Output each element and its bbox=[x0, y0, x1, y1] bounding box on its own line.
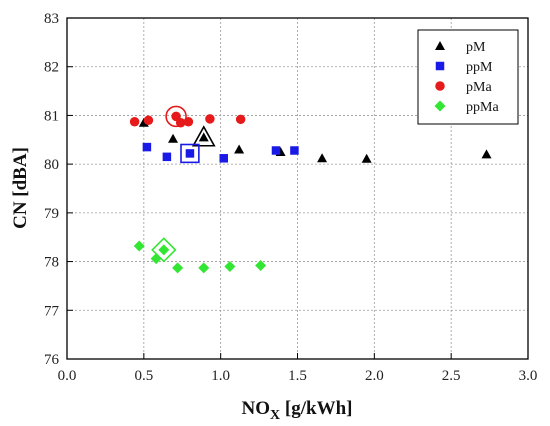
legend-marker-ppMa bbox=[434, 100, 446, 112]
y-axis-label: CN [dBA] bbox=[10, 147, 31, 229]
y-tick-label: 77 bbox=[44, 303, 60, 319]
x-axis-label: NOX [g/kWh] bbox=[242, 398, 353, 423]
data-points bbox=[129, 105, 492, 274]
data-point-ppM bbox=[142, 142, 152, 152]
data-point-ppM-highlight bbox=[185, 149, 195, 158]
x-tick-label: 2.0 bbox=[365, 368, 384, 384]
legend-box bbox=[417, 29, 519, 125]
highlight-outline bbox=[151, 237, 177, 263]
y-tick-label: 76 bbox=[44, 352, 60, 368]
data-point-pMa bbox=[205, 114, 215, 124]
x-tick-label: 0.5 bbox=[134, 368, 153, 384]
data-point-pM bbox=[481, 149, 492, 159]
data-point-ppMa bbox=[224, 260, 236, 272]
legend-marker-ppM bbox=[435, 61, 445, 71]
y-tick-label: 83 bbox=[44, 11, 59, 27]
highlight-outline bbox=[165, 105, 187, 128]
data-point-pMa bbox=[235, 114, 246, 125]
x-tick-label: 1.0 bbox=[211, 368, 230, 384]
y-tick-label: 80 bbox=[44, 157, 59, 173]
highlight-outline bbox=[180, 143, 200, 164]
legend-item-ppM: ppM bbox=[435, 60, 493, 75]
series-pMa bbox=[129, 105, 246, 128]
legend-item-pM: pM bbox=[435, 40, 486, 55]
legend-label: ppM bbox=[466, 60, 493, 75]
highlight-outline bbox=[191, 125, 216, 147]
legend: pM ppM pMa ppMa bbox=[417, 29, 519, 125]
data-point-pM bbox=[361, 153, 372, 163]
data-point-ppMa bbox=[133, 240, 145, 252]
legend-marker-pM bbox=[435, 41, 445, 50]
legend-label: ppMa bbox=[466, 100, 499, 115]
data-point-ppMa bbox=[255, 259, 267, 271]
data-point-ppM bbox=[219, 154, 228, 163]
data-point-pMa bbox=[143, 115, 154, 126]
y-tick-label: 82 bbox=[44, 60, 59, 76]
series-ppM bbox=[142, 142, 299, 164]
legend-label: pM bbox=[466, 40, 486, 55]
data-point-pMa-highlight bbox=[171, 111, 181, 122]
data-point-pMa bbox=[129, 117, 140, 127]
legend-marker-pMa bbox=[435, 81, 445, 91]
data-point-ppM bbox=[271, 146, 281, 155]
data-point-ppMa-highlight bbox=[158, 244, 170, 256]
data-point-pM bbox=[317, 153, 328, 163]
legend-item-ppMa: ppMa bbox=[434, 100, 499, 115]
y-axis-ticks: 76 77 78 79 80 81 82 83 bbox=[44, 11, 73, 368]
data-point-pM-highlight bbox=[198, 132, 209, 142]
data-point-pM bbox=[234, 144, 245, 154]
x-tick-label: 2.5 bbox=[442, 368, 461, 384]
y-tick-label: 79 bbox=[44, 206, 59, 222]
legend-label: pMa bbox=[466, 80, 492, 95]
series-ppMa bbox=[133, 237, 267, 274]
x-tick-label: 1.5 bbox=[288, 368, 307, 384]
data-point-ppM bbox=[290, 146, 299, 155]
y-tick-label: 81 bbox=[44, 108, 59, 124]
data-point-ppM bbox=[162, 152, 172, 162]
data-point-pM bbox=[168, 133, 179, 143]
x-tick-label: 0.0 bbox=[58, 368, 77, 384]
data-point-ppMa bbox=[198, 262, 210, 274]
x-tick-label: 3.0 bbox=[519, 368, 538, 384]
x-axis-ticks: 0.0 0.5 1.0 1.5 2.0 2.5 3.0 bbox=[58, 353, 538, 384]
y-tick-label: 78 bbox=[44, 255, 59, 271]
data-point-ppMa bbox=[172, 262, 184, 274]
legend-item-pMa: pMa bbox=[435, 80, 492, 95]
